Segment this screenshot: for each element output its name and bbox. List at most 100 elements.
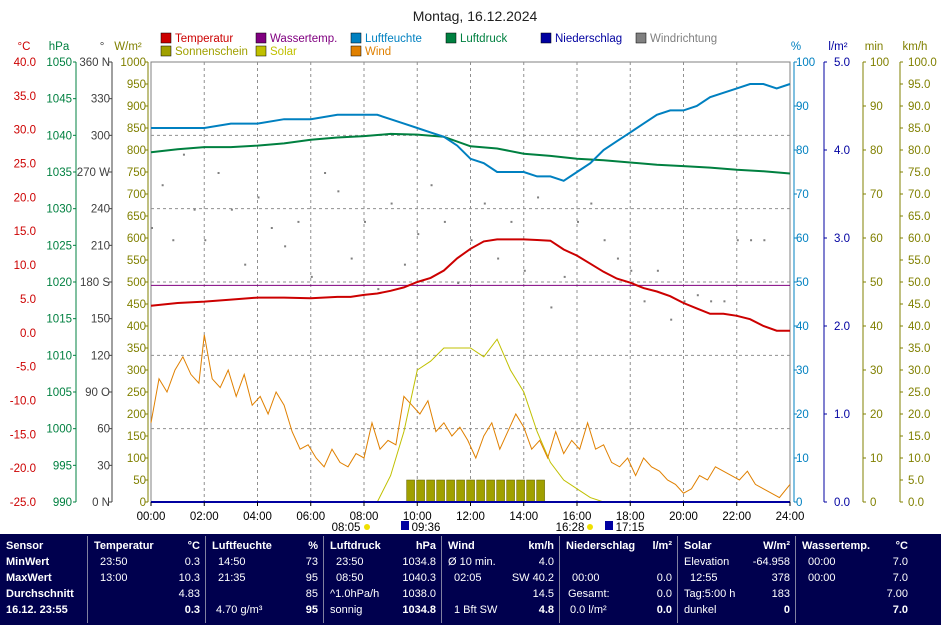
press-max-time: 08:50 bbox=[336, 572, 364, 584]
dir-tick-label: 270 W bbox=[77, 167, 110, 179]
solar-tick-label: 950 bbox=[127, 79, 146, 91]
wind-unit-label: km/h bbox=[528, 540, 554, 552]
wind-direction-point bbox=[204, 239, 207, 242]
press-unit: hPa bbox=[49, 41, 70, 53]
legend-label: Sonnenschein bbox=[175, 46, 248, 58]
wind-direction-point bbox=[297, 220, 300, 223]
humid-max-time: 21:35 bbox=[218, 572, 246, 584]
x-tick-label: 08:00 bbox=[350, 511, 379, 523]
temp-tick-label: 10.0 bbox=[14, 260, 36, 272]
dir-tick-label: 180 S bbox=[80, 277, 110, 289]
humid-tick-label: 50 bbox=[796, 277, 809, 289]
rain-tick-label: 2.0 bbox=[834, 321, 850, 333]
rain-column: Niederschlag l/m² 00:00 0.0 Gesamt: 0.0 0.0… bbox=[566, 534, 672, 625]
wind-direction-point bbox=[161, 184, 164, 187]
press-max-value: 1040.3 bbox=[402, 572, 436, 584]
temp-tick-label: 30.0 bbox=[14, 125, 36, 137]
humid-tick-label: 100 bbox=[796, 57, 815, 69]
wind-direction-point bbox=[244, 263, 247, 266]
x-tick-label: 20:00 bbox=[669, 511, 698, 523]
rain-tick-label: 0.0 bbox=[834, 497, 850, 509]
solar-header: Solar bbox=[684, 540, 712, 552]
press-tick-label: 1010 bbox=[46, 350, 72, 362]
solar-tick-label: 550 bbox=[127, 255, 146, 267]
wind-tick-label: 90.0 bbox=[908, 101, 930, 113]
solar-line bbox=[151, 338, 790, 503]
water-column: Wassertemp. °C 00:00 7.0 00:00 7.0 7.00 7.0 bbox=[802, 534, 908, 625]
x-tick-label: 12:00 bbox=[456, 511, 485, 523]
wind-direction-point bbox=[763, 239, 766, 242]
humid-abs-label: 4.70 g/m³ bbox=[216, 604, 263, 616]
sunmin-tick-label: 20 bbox=[870, 409, 883, 421]
legend-label: Luftfeuchte bbox=[365, 33, 422, 45]
humid-unit: % bbox=[791, 41, 801, 53]
humid-tick-label: 60 bbox=[796, 233, 809, 245]
wind-direction-point bbox=[537, 196, 540, 199]
water-header: Wassertemp. bbox=[802, 540, 871, 552]
sunrise-max-label: 09:36 bbox=[412, 522, 441, 534]
legend-swatch bbox=[160, 32, 172, 44]
dir-tick-label: 30 bbox=[97, 460, 110, 472]
x-tick-label: 04:00 bbox=[243, 511, 272, 523]
x-tick-label: 10:00 bbox=[403, 511, 432, 523]
press-trend: ^1.0hPa/h bbox=[330, 588, 380, 600]
press-tick-label: 1005 bbox=[46, 387, 72, 399]
dir-tick-label: 0 N bbox=[92, 497, 110, 509]
solar-tick-label: 600 bbox=[127, 233, 146, 245]
press-tick-label: 1045 bbox=[46, 94, 72, 106]
press-avg-value: 1038.0 bbox=[402, 588, 436, 600]
rain-rate: 0.0 l/m² bbox=[570, 604, 607, 616]
solar-tick-label: 500 bbox=[127, 277, 146, 289]
x-tick-label: 00:00 bbox=[137, 511, 166, 523]
humid-tick-label: 80 bbox=[796, 145, 809, 157]
sunmin-unit: min bbox=[865, 41, 884, 53]
water-max-value: 7.0 bbox=[892, 572, 908, 584]
temp-min-time: 23:50 bbox=[100, 556, 128, 568]
dir-unit: ° bbox=[100, 41, 105, 53]
legend-label: Niederschlag bbox=[555, 33, 622, 45]
sunshine-bar bbox=[516, 479, 525, 503]
wind-direction-point bbox=[497, 257, 500, 260]
wind-tick-label: 40.0 bbox=[908, 321, 930, 333]
sunmin-tick-label: 50 bbox=[870, 277, 883, 289]
solar-elevation-label: Elevation bbox=[684, 556, 730, 568]
pressure-line bbox=[150, 132, 791, 175]
wind-direction-point bbox=[182, 153, 185, 156]
wind-direction-point bbox=[630, 269, 633, 272]
dir-tick-label: 120 bbox=[91, 350, 110, 362]
wind-direction-point bbox=[172, 239, 175, 242]
wind-direction-point bbox=[284, 245, 287, 248]
axis-units: °C hPa ° W/m² % l/m² min km/h bbox=[18, 41, 928, 53]
solar-tick-label: 450 bbox=[127, 299, 146, 311]
sunshine-bar bbox=[456, 479, 465, 503]
temp-tick-label: 40.0 bbox=[14, 57, 36, 69]
wind-line bbox=[150, 334, 791, 499]
wind-direction-point bbox=[683, 300, 686, 303]
wind-direction-point bbox=[230, 208, 233, 211]
temp-current-value: 0.3 bbox=[184, 604, 200, 616]
solar-current-value: 0 bbox=[783, 604, 790, 616]
wind-direction-point bbox=[696, 294, 699, 297]
sunrise-max-icon bbox=[401, 521, 409, 530]
press-tick-label: 1020 bbox=[46, 277, 72, 289]
x-tick-label: 16:00 bbox=[563, 511, 592, 523]
sunmin-tick-label: 0 bbox=[870, 497, 876, 509]
solar-unit-label: W/m² bbox=[763, 540, 790, 552]
wind-direction-point bbox=[723, 300, 726, 303]
weather-chart: Montag, 16.12.2024 Temperatur Wassertemp.… bbox=[10, 8, 937, 534]
legend-swatch bbox=[255, 32, 267, 44]
legend-swatch bbox=[160, 45, 172, 57]
legend-swatch bbox=[350, 32, 362, 44]
sunmin-tick-label: 10 bbox=[870, 453, 883, 465]
legend-label: Windrichtung bbox=[650, 33, 717, 45]
wind-direction-point bbox=[523, 269, 526, 272]
x-tick-label: 14:00 bbox=[509, 511, 538, 523]
temp-header: Temperatur bbox=[94, 540, 154, 552]
press-tick-label: 990 bbox=[53, 497, 72, 509]
min-label: MinWert bbox=[6, 556, 50, 568]
sunshine-bar bbox=[496, 479, 505, 503]
press-column: Luftdruck hPa 23:50 1034.8 08:50 1040.3 ^1.… bbox=[330, 534, 436, 625]
chart-legend: Temperatur Wassertemp. Luftfeuchte Luftdruc… bbox=[160, 32, 717, 58]
rain-header: Niederschlag bbox=[566, 540, 636, 552]
x-tick-label: 06:00 bbox=[296, 511, 325, 523]
